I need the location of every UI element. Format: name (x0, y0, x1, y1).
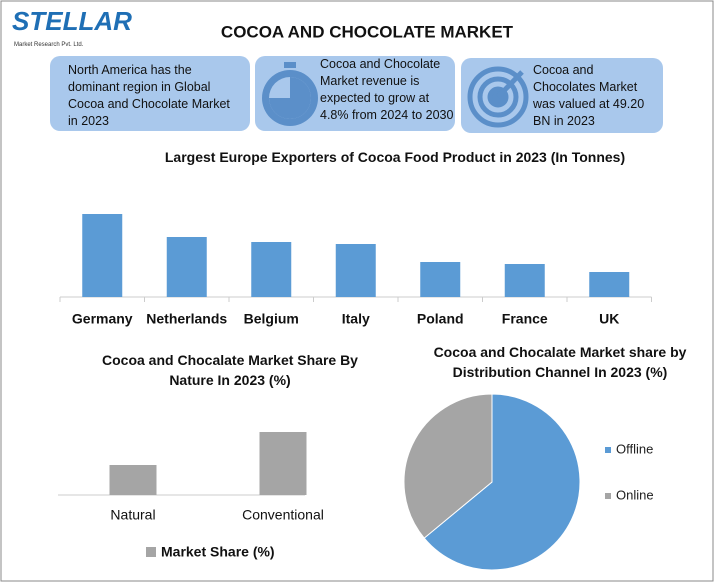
bar (259, 432, 307, 495)
bar (589, 272, 630, 297)
x-tick-label: Germany (72, 311, 133, 327)
legend-label: Offline (616, 441, 653, 456)
clock-icon (262, 62, 318, 126)
chart-title: Cocoa and Chocalate Market Share By Natu… (102, 352, 358, 388)
legend-label: Online (616, 487, 654, 502)
bar (335, 244, 376, 297)
x-tick-label: France (502, 311, 548, 327)
legend-swatch (146, 547, 156, 557)
title: COCOA AND CHOCOLATE MARKET (221, 22, 514, 41)
target-icon (467, 66, 529, 128)
bar (420, 262, 461, 297)
x-tick-label: UK (599, 311, 619, 327)
chart-title: Largest Europe Exporters of Cocoa Food P… (164, 149, 626, 165)
bar (504, 264, 545, 297)
x-tick-label: Italy (342, 311, 370, 327)
legend-swatch (605, 493, 611, 499)
bar (82, 214, 123, 297)
chart-title: Cocoa and Chocalate Market share by Dist… (433, 344, 687, 380)
x-tick-label: Poland (417, 311, 464, 327)
x-tick-label: Netherlands (146, 311, 227, 327)
legend-swatch (605, 447, 611, 453)
bar (166, 237, 207, 297)
card: North America has the dominant region in… (50, 56, 250, 131)
legend-label: Market Share (%) (161, 544, 275, 560)
card-text: Cocoa and Chocolate Market revenue is ex… (320, 57, 454, 122)
pie-slice (423, 393, 581, 571)
card-text: Cocoa and Chocolates Market was valued a… (533, 63, 645, 128)
x-tick-label: Conventional (242, 507, 324, 523)
x-tick-label: Belgium (244, 311, 299, 327)
logo-sub: Market Research Pvt. Ltd. (14, 42, 84, 48)
bar (109, 465, 157, 495)
x-tick-label: Natural (110, 507, 155, 523)
logo: STELLAR (12, 6, 132, 36)
bar (251, 242, 292, 297)
pie-slice (403, 393, 493, 539)
card-text: North America has the dominant region in… (68, 63, 230, 128)
card-bg (461, 58, 663, 133)
